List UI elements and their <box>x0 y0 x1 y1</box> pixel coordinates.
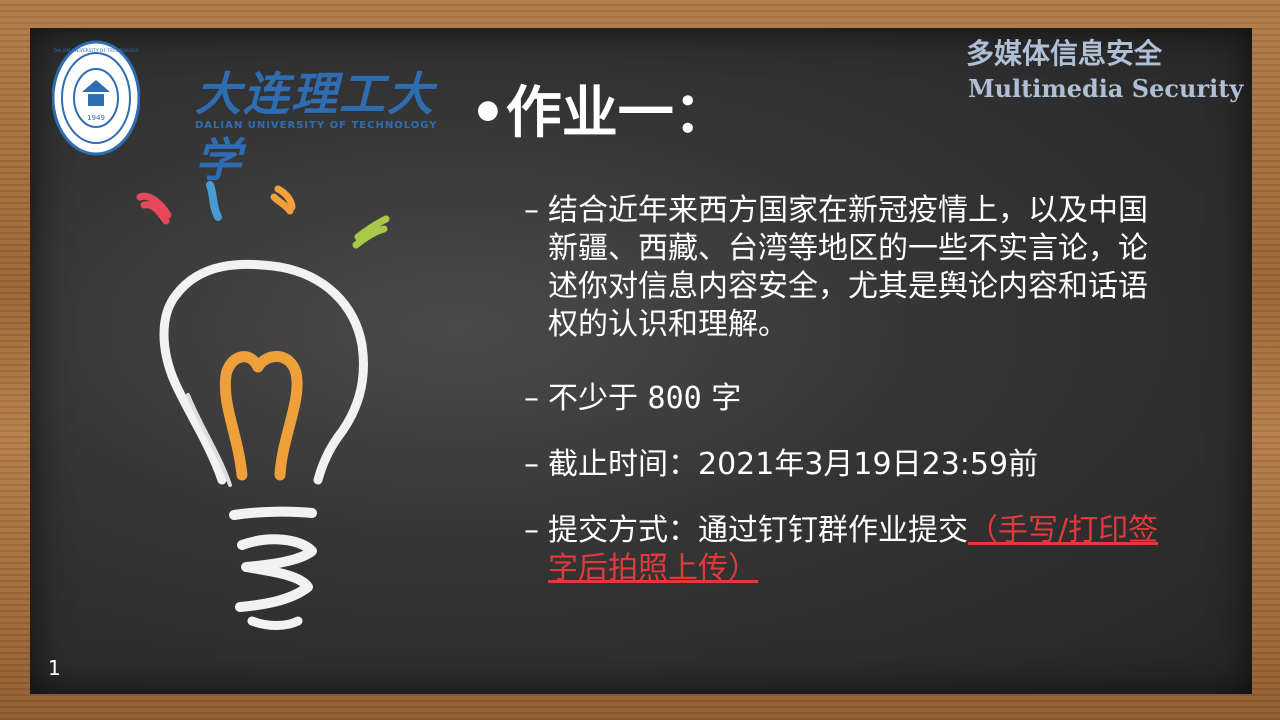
submission-note: （手写/打印签字后拍照上传） <box>548 513 1159 586</box>
lightbulb-icon <box>136 181 390 630</box>
seal-ring-text: DALIAN UNIVERSITY OF TECHNOLOGY <box>54 48 139 54</box>
list-item: – 提交方式：通过钉钉群作业提交（手写/打印签字后拍照上传） <box>524 512 1164 588</box>
list-item: – 截止时间：2021年3月19日23:59前 <box>524 446 1164 484</box>
page-number: 1 <box>48 656 61 680</box>
blue-ray-icon <box>206 181 222 221</box>
course-title-en: Multimedia Security <box>968 74 1244 103</box>
university-seal-icon: 1949 DALIAN UNIVERSITY OF TECHNOLOGY <box>52 40 140 156</box>
submission-method: 提交方式：通过钉钉群作业提交 <box>548 513 968 548</box>
list-item: – 结合近年来西方国家在新冠疫情上，以及中国新疆、西藏、台湾等地区的一些不实言论… <box>524 192 1164 344</box>
word-count-suffix: 字 <box>701 381 742 416</box>
course-title-cn: 多媒体信息安全 <box>966 37 1163 70</box>
deadline-text: 截止时间：2021年3月19日23:59前 <box>548 447 1039 482</box>
university-logo: 大连理工大学 DALIAN UNIVERSITY OF TECHNOLOGY <box>195 58 445 187</box>
orange-ray-icon <box>270 185 296 215</box>
list-dash: – <box>524 381 539 416</box>
university-name-cn: 大连理工大学 <box>195 67 435 187</box>
university-name-en: DALIAN UNIVERSITY OF TECHNOLOGY <box>195 120 438 131</box>
list-dash: – <box>524 193 539 228</box>
seal-year: 1949 <box>87 114 105 122</box>
green-ray-icon <box>352 215 390 249</box>
word-count-number: 800 <box>647 381 702 416</box>
slide-title: •作业一： <box>470 81 730 146</box>
list-item: – 不少于 800 字 <box>524 380 1164 418</box>
word-count-prefix: 不少于 <box>548 381 648 416</box>
assignment-topic: 结合近年来西方国家在新冠疫情上，以及中国新疆、西藏、台湾等地区的一些不实言论，论… <box>548 193 1148 342</box>
list-dash: – <box>524 447 539 482</box>
list-dash: – <box>524 513 539 548</box>
assignment-details: – 结合近年来西方国家在新冠疫情上，以及中国新疆、西藏、台湾等地区的一些不实言论… <box>524 192 1164 616</box>
red-ray-icon <box>136 192 172 225</box>
